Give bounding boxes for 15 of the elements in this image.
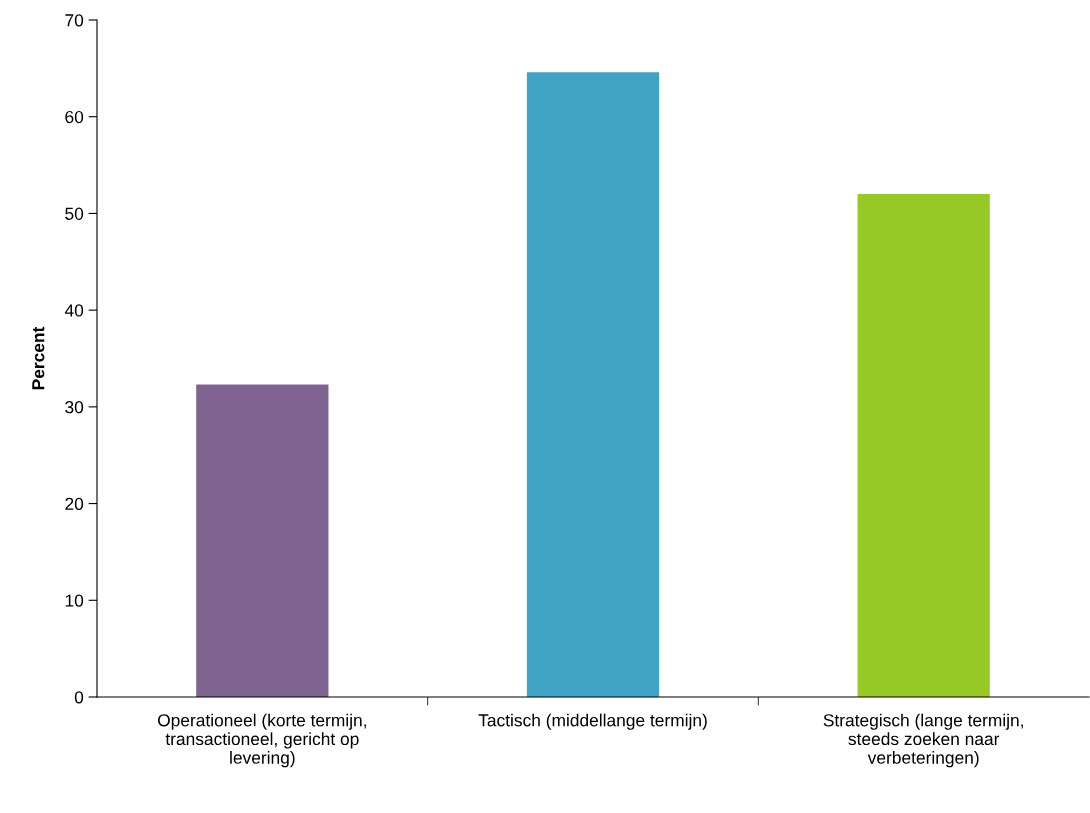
y-tick-label: 60	[65, 110, 84, 124]
y-tick-label: 40	[64, 304, 84, 317]
y-tick-label: 0	[74, 691, 84, 704]
y-tick-label: 50	[65, 207, 84, 220]
y-tick-label: 10	[65, 594, 84, 607]
bar	[196, 384, 329, 697]
bar	[857, 194, 990, 697]
y-tick-label: 30	[65, 401, 84, 414]
y-tick-label: 70	[65, 14, 84, 27]
x-tick-label: Strategisch (lange termijn, steeds zoeken naar verbeteringen)	[823, 713, 1023, 768]
y-axis-title: Percent	[32, 326, 45, 390]
bar	[526, 72, 660, 697]
x-tick-label: Operationeel (korte termijn, transactioneel, gericht op levering)	[157, 713, 366, 768]
x-tick-label: Tactisch (middellange termijn)	[478, 713, 707, 730]
y-tick-label: 20	[65, 497, 84, 511]
